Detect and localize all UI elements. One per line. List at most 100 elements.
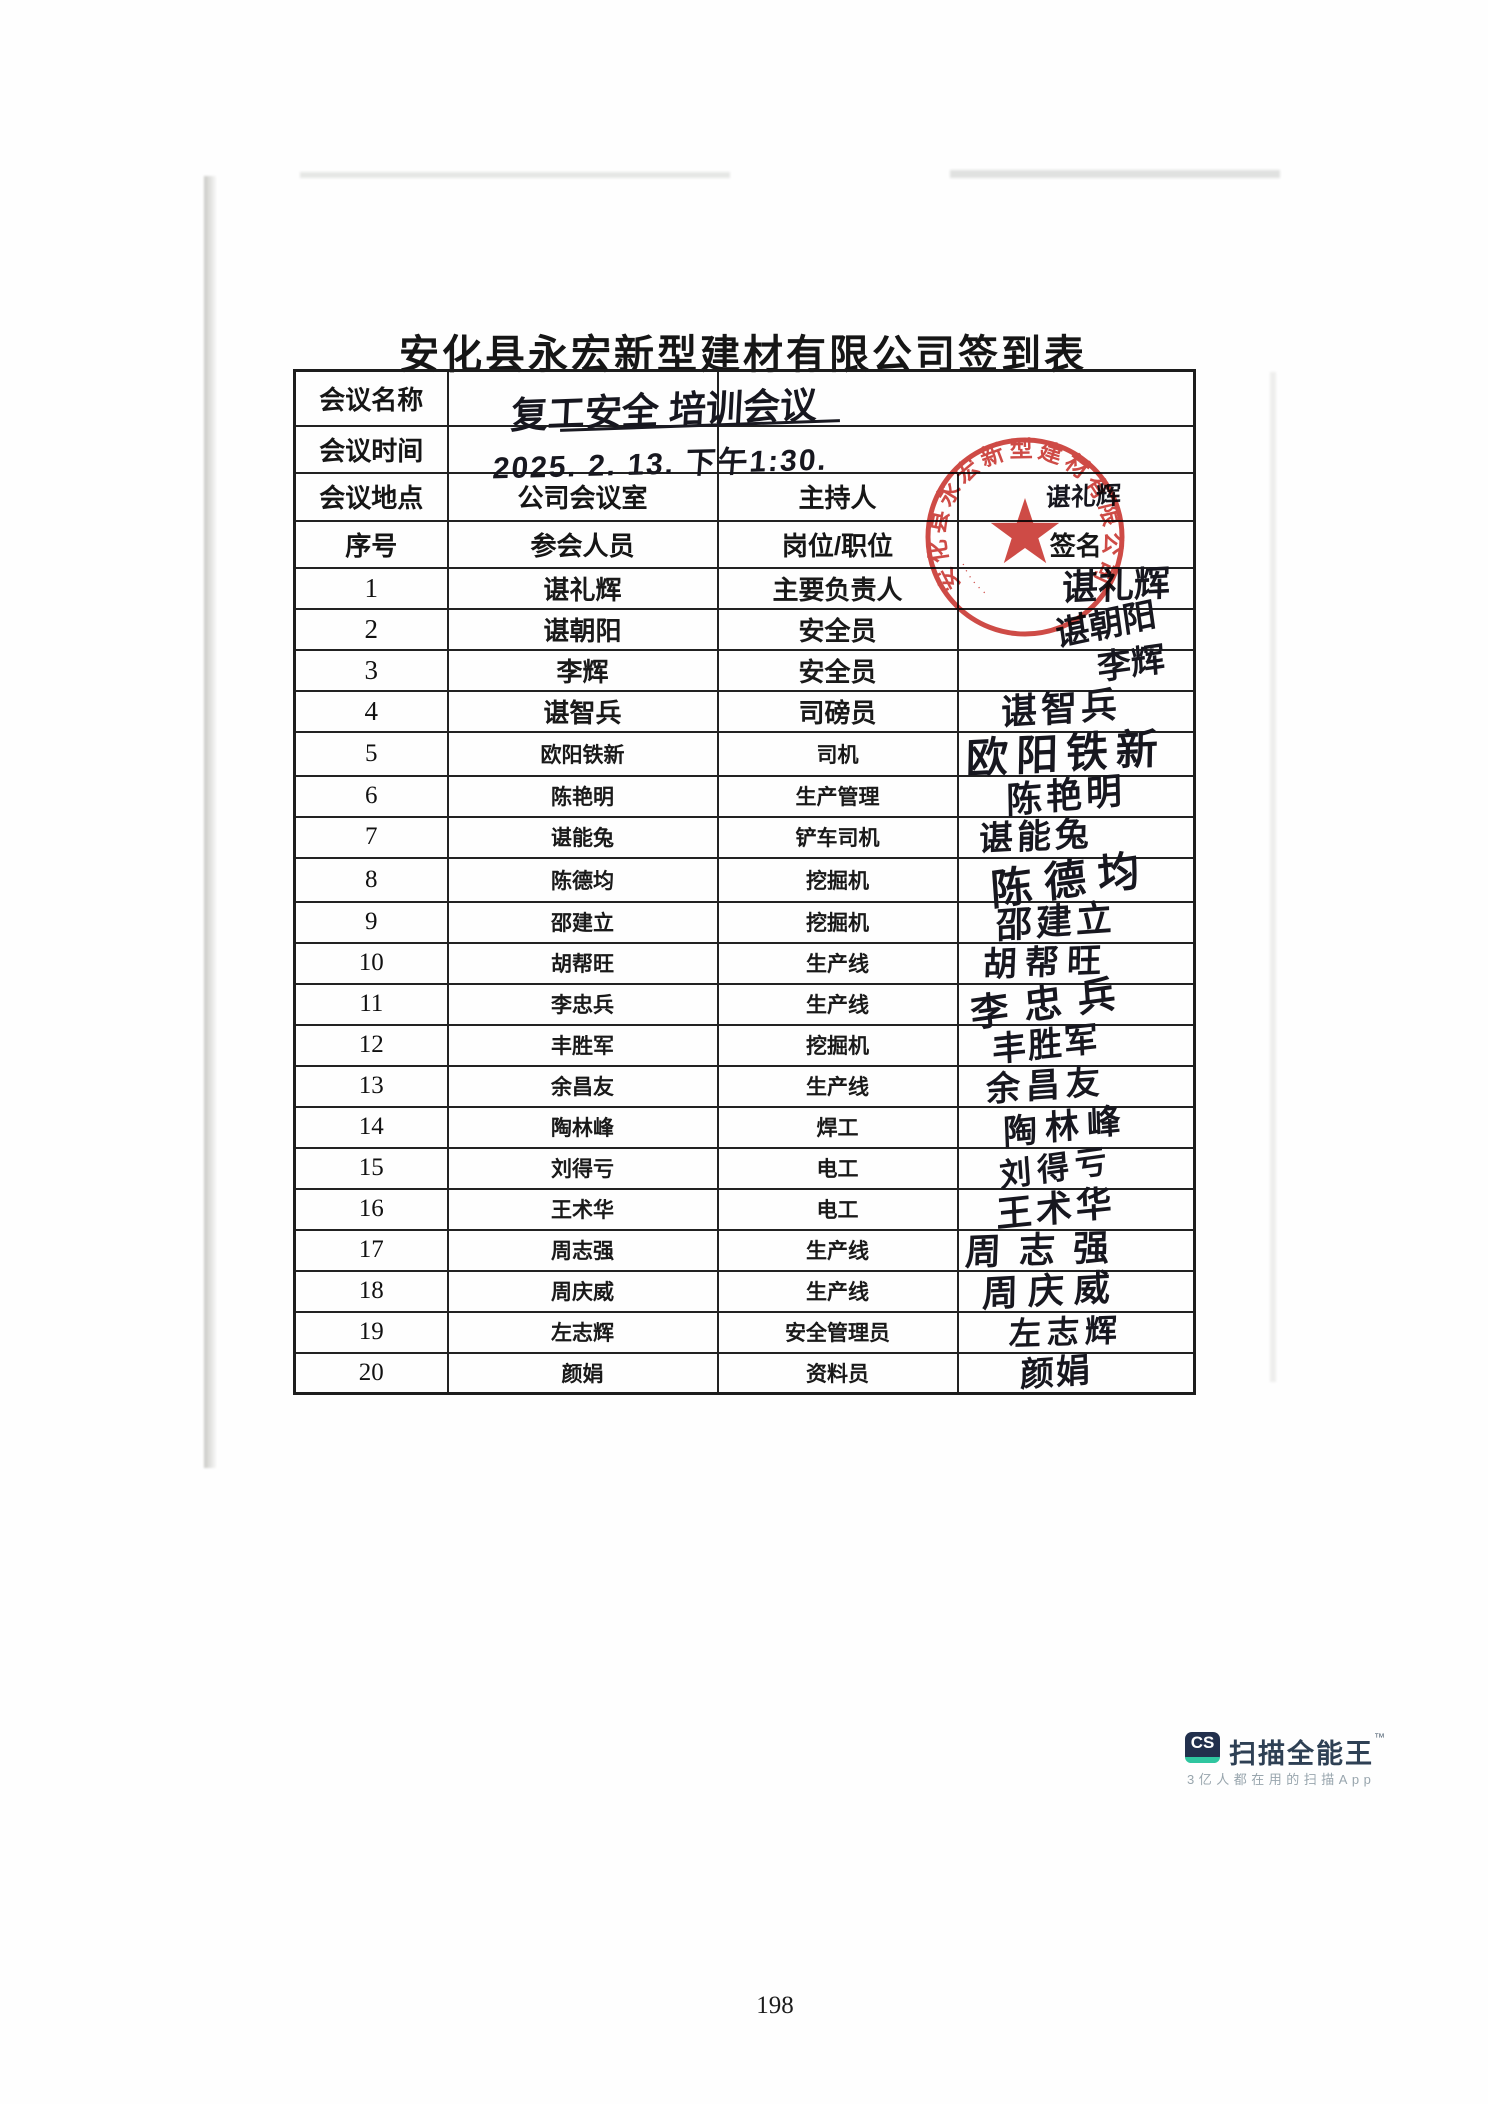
attendee-name: 刘得亏 [446,1146,719,1190]
attendee-no: 20 [293,1351,449,1395]
attendee-rows: 1 谌礼辉 主要负责人 谌礼辉 2 谌朝阳 安全员 谌朝阳 3 李辉 安全员 李… [293,562,1196,1395]
meeting-time-row: 会议时间 2025. 2. 13. 下午1:30. [293,424,1196,485]
attendee-name: 左志辉 [446,1310,719,1354]
attendee-row: 8 陈德均 挖掘机 陈德均 [293,844,1196,914]
attendee-no: 17 [293,1228,449,1272]
cs-brand-name-text: 扫描全能王 [1229,1739,1374,1769]
attendee-signature-cell: 谌礼辉 [956,562,1196,610]
attendee-signature-handwriting: 邵建立 [995,896,1116,947]
scan-smudge [950,170,1280,178]
meeting-time-label: 会议时间 [293,424,449,474]
cs-tagline: 3亿人都在用的扫描App [1187,1772,1376,1787]
attendee-signature-handwriting: 陈艳明 [1005,769,1126,822]
attendee-no: 2 [293,607,449,651]
attendee-signature-handwriting: 余昌友 [985,1062,1106,1110]
attendee-position: 电工 [716,1187,959,1231]
attendee-name: 邵建立 [446,900,719,944]
attendee-position: 铲车司机 [716,815,959,859]
attendee-signature-cell: 陈艳明 [956,769,1196,822]
attendee-signature-cell: 王术华 [956,1182,1196,1235]
attendee-signature-cell: 李忠兵 [956,972,1196,1036]
attendee-no: 13 [293,1064,449,1108]
col-signature-header: 签名 [956,519,1196,569]
attendee-signature-cell: 李辉 [956,640,1196,692]
attendee-position: 司磅员 [716,689,959,733]
attendee-signature-cell: 丰胜军 [956,1020,1196,1070]
attendee-signature-handwriting: 谌能兔 [978,814,1094,860]
attendee-position: 生产线 [716,982,959,1026]
attendee-position: 主要负责人 [716,566,959,610]
attendee-position: 资料员 [716,1351,959,1395]
attendee-row: 14 陶林峰 焊工 陶林峰 [293,1101,1196,1153]
attendee-row: 17 周志强 生产线 周志强 [293,1226,1196,1273]
attendee-name: 谌朝阳 [446,607,719,651]
attendee-signature-handwriting: 李辉 [1095,640,1166,688]
attendee-name: 丰胜军 [446,1023,719,1067]
attendee-signature-cell: 刘得亏 [956,1142,1196,1194]
attendee-position: 生产线 [716,1269,959,1313]
col-no-header: 序号 [293,519,449,569]
attendee-signature-cell: 左志辉 [956,1310,1196,1354]
attendee-position: 挖掘机 [716,900,959,944]
attendee-no: 1 [293,566,449,610]
attendee-no: 16 [293,1187,449,1231]
attendee-signature-cell: 谌智兵 [956,684,1196,733]
scan-edge-shadow [204,176,216,1468]
attendee-position: 生产线 [716,1228,959,1272]
attendee-signature-cell: 胡帮旺 [956,941,1196,985]
host-handwriting: 谌礼辉 [1045,481,1122,512]
attendee-name: 颜娟 [446,1351,719,1395]
cs-logo-letters: CS [1190,1733,1215,1752]
attendee-row: 10 胡帮旺 生产线 胡帮旺 [293,941,1196,985]
attendee-name: 谌智兵 [446,689,719,733]
attendee-name: 陶林峰 [446,1105,719,1149]
attendee-signature-cell: 陶林峰 [956,1101,1196,1153]
attendee-no: 5 [293,730,449,777]
attendee-no: 19 [293,1310,449,1354]
attendee-position: 电工 [716,1146,959,1190]
meeting-time-spacer [716,424,1196,474]
attendee-row: 4 谌智兵 司磅员 谌智兵 [293,684,1196,733]
attendee-name: 谌礼辉 [446,566,719,610]
attendee-no: 14 [293,1105,449,1149]
col-name-header: 参会人员 [446,519,719,569]
attendee-row: 20 颜娟 资料员 颜娟 [293,1351,1196,1395]
attendee-position: 挖掘机 [716,856,959,903]
attendee-name: 余昌友 [446,1064,719,1108]
attendee-name: 周庆威 [446,1269,719,1313]
attendee-no: 3 [293,648,449,692]
attendee-name: 谌能兔 [446,815,719,859]
attendee-row: 3 李辉 安全员 李辉 [293,640,1196,692]
attendee-signature-cell: 余昌友 [956,1062,1196,1110]
column-header-row: 序号 参会人员 岗位/职位 签名 [293,519,1196,569]
attendee-row: 1 谌礼辉 主要负责人 谌礼辉 [293,562,1196,610]
attendee-row: 11 李忠兵 生产线 李忠兵 [293,972,1196,1036]
attendee-signature-handwriting: 周志强 [964,1226,1128,1273]
attendee-no: 4 [293,689,449,733]
attendee-name: 周志强 [446,1228,719,1272]
attendee-no: 11 [293,982,449,1026]
meeting-name-spacer [716,369,1196,427]
attendee-name: 李忠兵 [446,982,719,1026]
attendee-no: 12 [293,1023,449,1067]
attendee-position: 安全管理员 [716,1310,959,1354]
meeting-name-label: 会议名称 [293,369,449,427]
attendee-signature-handwriting: 谌智兵 [1000,683,1121,734]
meeting-name-row: 会议名称 复工安全 培训会议 [293,369,1196,436]
attendee-name: 李辉 [446,648,719,692]
attendee-signature-handwriting: 周庆威 [981,1266,1121,1315]
attendee-row: 5 欧阳铁新 司机 欧阳铁新 [293,724,1196,782]
attendee-position: 挖掘机 [716,1023,959,1067]
attendee-signature-cell: 邵建立 [956,896,1196,947]
attendee-position: 生产线 [716,1064,959,1108]
attendee-position: 司机 [716,730,959,777]
attendee-signature-handwriting: 左志辉 [1008,1311,1124,1353]
attendee-signature-handwriting: 欧阳铁新 [965,724,1167,782]
attendee-signature-handwriting: 王术华 [995,1181,1117,1236]
attendee-no: 15 [293,1146,449,1190]
attendee-signature-cell: 颜娟 [956,1351,1196,1395]
host-label: 主持人 [716,471,959,522]
attendee-name: 陈艳明 [446,774,719,818]
attendee-signature-handwriting: 丰胜军 [991,1020,1101,1070]
